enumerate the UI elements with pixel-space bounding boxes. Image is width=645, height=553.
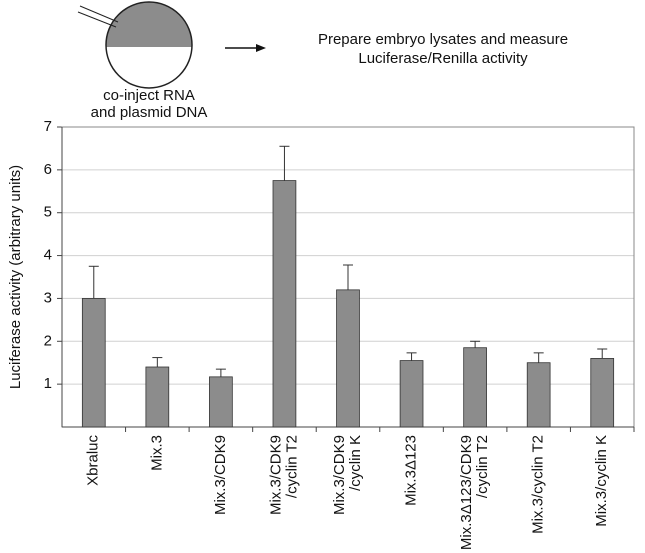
bar: [399, 360, 424, 428]
x-tick-label: Mix.3Δ123/CDK9: [458, 435, 475, 550]
x-tick-label: Xbraluc: [85, 435, 102, 486]
x-tick-label: Mix.3Δ123: [403, 435, 420, 506]
step-text: Prepare embryo lysates and measure: [318, 31, 568, 48]
x-tick-label: Mix.3: [148, 435, 165, 471]
arrow-head: [256, 44, 266, 52]
bar: [272, 180, 297, 428]
y-tick-label: 1: [44, 375, 52, 392]
x-tick-label: Mix.3/CDK9: [212, 435, 229, 515]
embryo-diagram: co-inject RNA and plasmid DNA Prepare em…: [77, 1, 568, 121]
needle: [79, 5, 119, 23]
y-tick-label: 2: [44, 332, 52, 349]
step-text: Luciferase/Renilla activity: [358, 50, 528, 67]
x-tick-label: Mix.3/cyclin K: [593, 435, 610, 527]
x-tick-label: /cyclin T2: [283, 435, 300, 498]
caption: and plasmid DNA: [91, 104, 208, 121]
bar: [81, 298, 106, 428]
x-tick-label: /cyclin K: [347, 435, 364, 491]
bar: [209, 376, 233, 428]
embryo: [105, 1, 193, 89]
y-tick-label: 3: [44, 289, 52, 306]
bar: [590, 358, 615, 428]
bar: [463, 347, 487, 428]
x-tick-label: Mix.3/CDK9: [331, 435, 348, 515]
y-axis-label: Luciferase activity (arbitrary units): [7, 165, 24, 389]
bar: [145, 366, 170, 428]
x-tick-label: Mix.3/CDK9: [267, 435, 284, 515]
y-tick-label: 7: [44, 118, 52, 135]
y-tick-label: 4: [44, 247, 52, 264]
embryo-animal-half: [106, 2, 192, 47]
x-tick-label: Mix.3/cyclin T2: [530, 435, 547, 534]
bar: [526, 362, 551, 428]
x-tick-label: /cyclin T2: [474, 435, 491, 498]
bar: [336, 289, 360, 428]
needle: [77, 11, 117, 28]
y-tick-label: 6: [44, 161, 52, 178]
caption: co-inject RNA: [103, 87, 195, 104]
y-tick-label: 5: [44, 204, 52, 221]
